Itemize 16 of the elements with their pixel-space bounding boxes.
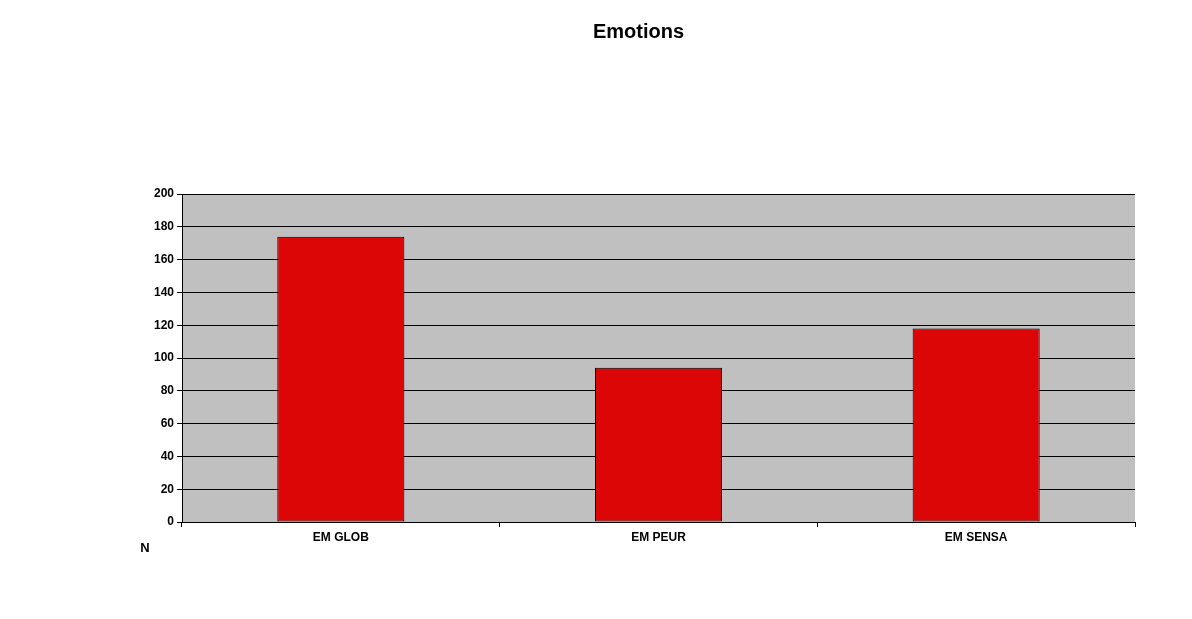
x-tick-label: EM SENSA xyxy=(944,529,1008,544)
y-tick-label: 200 xyxy=(153,186,175,201)
y-tick-label: 0 xyxy=(167,514,175,529)
y-tick-label: 160 xyxy=(153,251,175,266)
y-tick-label: 180 xyxy=(153,219,175,234)
y-tick-label: 80 xyxy=(160,383,175,398)
y-tick-label: 140 xyxy=(153,284,175,299)
y-tick-label: 120 xyxy=(153,317,175,332)
x-tick-label: EM GLOB xyxy=(312,529,370,544)
y-tick-label: 60 xyxy=(160,415,175,430)
y-tick-label: 20 xyxy=(160,481,175,496)
y-tick-label: 40 xyxy=(160,448,175,463)
y-axis-title: N xyxy=(140,539,150,555)
chart-title: Emotions xyxy=(592,19,685,42)
x-tick-label: EM PEUR xyxy=(631,529,687,544)
y-tick-label: 100 xyxy=(153,350,175,365)
